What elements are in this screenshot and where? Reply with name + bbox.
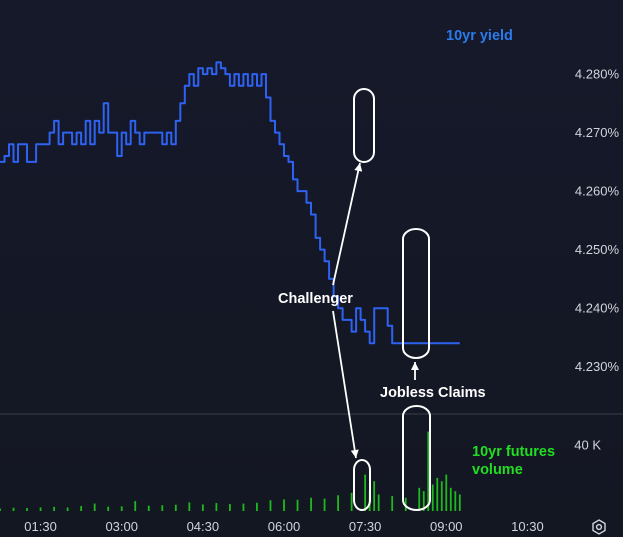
challenger-yield-highlight — [353, 88, 375, 163]
annotations: Challenger Jobless Claims — [278, 88, 486, 511]
y-tick-label: 4.250% — [575, 242, 620, 257]
volume-bar — [174, 504, 177, 511]
volume-bar — [12, 507, 15, 511]
volume-bar — [418, 487, 421, 511]
volume-series-label: 10yr futures volume — [472, 444, 555, 478]
volume-bar — [364, 474, 367, 511]
chart-settings-icon[interactable] — [592, 519, 606, 535]
y-tick-label: 4.260% — [575, 184, 620, 199]
volume-bar — [93, 503, 96, 511]
x-tick-label: 03:00 — [105, 519, 138, 534]
volume-bar — [229, 504, 231, 511]
x-tick-label: 01:30 — [24, 519, 57, 534]
jobless-claims-volume-highlight — [402, 405, 431, 511]
volume-bar — [323, 498, 326, 511]
volume-y-tick-label: 40 K — [574, 437, 601, 452]
volume-bar — [391, 496, 394, 511]
volume-bar — [427, 431, 430, 511]
volume-bar — [0, 508, 1, 511]
y-tick-label: 4.230% — [575, 359, 620, 374]
volume-bar — [53, 506, 55, 511]
volume-bar — [296, 499, 299, 511]
volume-bar — [39, 507, 42, 511]
series-labels: 10yr yield 10yr futures volume — [446, 28, 555, 478]
x-tick-label: 09:00 — [430, 519, 463, 534]
jobless-claims-arrow-up — [411, 362, 419, 380]
volume-bar — [188, 502, 191, 511]
volume-bar — [445, 474, 448, 511]
challenger-volume-highlight — [353, 459, 371, 511]
y-tick-label: 4.270% — [575, 125, 620, 140]
jobless-claims-annotation-label: Jobless Claims — [380, 385, 486, 401]
volume-bar — [215, 503, 218, 511]
volume-bar — [440, 481, 443, 511]
challenger-arrow-down — [332, 310, 359, 459]
yield-series-label: 10yr yield — [446, 28, 513, 44]
volume-bar — [256, 502, 258, 511]
volume-bar — [120, 506, 123, 511]
volume-bar — [310, 497, 312, 511]
volume-bar — [134, 501, 137, 511]
challenger-annotation-label: Challenger — [278, 291, 353, 307]
volume-bar — [269, 500, 272, 511]
volume-bar — [454, 491, 457, 511]
volume-bar — [147, 505, 150, 511]
y-tick-label: 4.240% — [575, 301, 620, 316]
volume-bar — [66, 507, 69, 511]
x-tick-label: 07:30 — [349, 519, 382, 534]
volume-bar — [436, 477, 439, 511]
volume-bar — [26, 508, 28, 511]
x-tick-label: 06:00 — [268, 519, 301, 534]
volume-bar — [377, 494, 380, 511]
axes: 4.230% 4.240% 4.250% 4.260% 4.270% 4.280% 40 K… — [24, 67, 619, 534]
yield-series-line — [0, 61, 460, 345]
volume-bar — [458, 494, 461, 511]
volume-bar — [404, 497, 407, 511]
volume-bar — [431, 484, 434, 511]
x-tick-label: 04:30 — [187, 519, 220, 534]
yield-pane — [0, 61, 460, 345]
volume-bar — [422, 491, 425, 511]
volume-bar — [242, 503, 245, 511]
challenger-arrow-up — [332, 162, 363, 286]
volume-bar — [201, 504, 204, 511]
volume-bar — [350, 492, 353, 511]
volume-bar — [373, 481, 376, 511]
volume-bar — [283, 499, 285, 511]
x-tick-label: 10:30 — [511, 519, 544, 534]
volume-bar — [337, 495, 339, 511]
volume-bar — [449, 487, 452, 511]
jobless-claims-yield-highlight — [402, 228, 430, 359]
volume-bar — [161, 505, 164, 511]
volume-bar — [80, 506, 83, 511]
y-tick-label: 4.280% — [575, 67, 620, 82]
volume-bar — [107, 506, 110, 511]
